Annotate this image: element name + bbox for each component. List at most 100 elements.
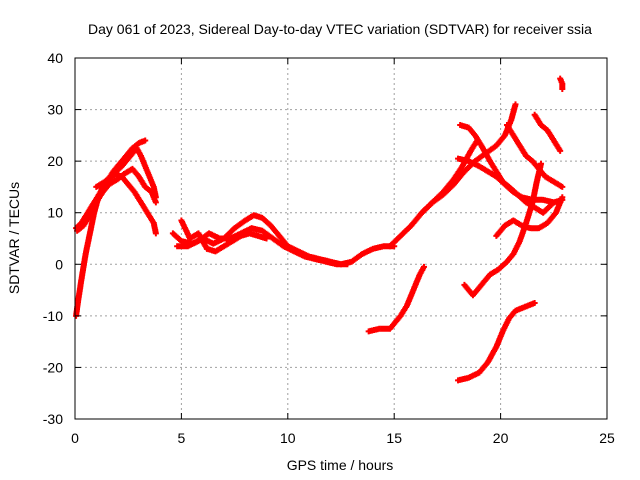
data-point-trail xyxy=(126,182,137,194)
x-axis-label: GPS time / hours xyxy=(287,457,394,473)
data-point xyxy=(152,199,159,206)
data-point-trail xyxy=(441,182,456,197)
series-arc-15 xyxy=(461,160,545,299)
y-tick-label: 30 xyxy=(47,102,63,118)
series-arc-4 xyxy=(74,165,159,234)
data-point-trail xyxy=(388,234,403,249)
data-point-trail xyxy=(524,154,535,164)
y-tick-label: -20 xyxy=(43,359,63,375)
x-tick-label: 10 xyxy=(280,430,296,446)
series-arc-16 xyxy=(493,194,566,239)
data-point-trail xyxy=(124,146,135,158)
data-point-trail xyxy=(545,211,558,225)
data-point-trail xyxy=(119,154,133,168)
data-point xyxy=(557,147,564,154)
data-point-trail xyxy=(479,272,492,287)
series-arc-7 xyxy=(178,217,270,255)
data-point-trail xyxy=(78,252,89,282)
data-point-trail xyxy=(514,305,524,314)
x-tick-label: 0 xyxy=(71,430,79,446)
data-point-trail xyxy=(505,252,516,264)
data-points xyxy=(73,75,566,384)
grid xyxy=(75,58,607,419)
data-point xyxy=(538,160,545,167)
data-point-trail xyxy=(268,223,282,238)
y-tick-label: 10 xyxy=(47,205,63,221)
data-point xyxy=(512,101,519,108)
series-arc-8 xyxy=(365,263,427,335)
data-point xyxy=(559,85,566,92)
data-point-trail xyxy=(451,169,467,187)
data-point-trail xyxy=(171,231,184,243)
series-arc-14 xyxy=(531,111,564,154)
data-point-trail xyxy=(130,167,141,179)
data-point-trail xyxy=(523,201,535,225)
data-point xyxy=(263,235,270,242)
data-point-trail xyxy=(137,138,147,146)
data-point-trail xyxy=(111,164,124,176)
data-point xyxy=(531,299,538,306)
y-tick-label: 20 xyxy=(47,153,63,169)
data-point-trail xyxy=(471,283,484,297)
x-tick-label: 15 xyxy=(386,430,402,446)
data-point xyxy=(152,230,159,237)
data-point xyxy=(420,263,427,270)
data-point xyxy=(559,183,566,190)
y-tick-label: 0 xyxy=(55,256,63,272)
series-arc-9 xyxy=(386,137,481,250)
y-tick-label: -10 xyxy=(43,308,63,324)
axis-ticks: 0 5 10 15 20 25 -30 -20 -10 0 10 20 30 40 xyxy=(43,50,615,446)
data-point-trail xyxy=(117,154,128,166)
data-point-trail xyxy=(494,174,507,187)
data-point-trail xyxy=(83,231,93,256)
series-arc-3 xyxy=(93,145,159,201)
data-point-trail xyxy=(503,182,516,194)
x-tick-label: 20 xyxy=(493,430,509,446)
data-point-trail xyxy=(179,219,193,240)
data-point-trail xyxy=(520,303,530,311)
y-tick-label: 40 xyxy=(47,50,63,66)
data-point-trail xyxy=(388,314,403,331)
data-point-trail xyxy=(494,133,507,148)
data-point-trail xyxy=(115,172,126,182)
data-point-trail xyxy=(557,77,565,86)
data-point-trail xyxy=(100,182,111,194)
data-point-trail xyxy=(420,200,435,215)
data-point-trail xyxy=(559,82,566,91)
series-arc-17 xyxy=(455,299,538,384)
data-point-trail xyxy=(496,259,509,272)
data-point-trail xyxy=(507,309,518,321)
data-point-trail xyxy=(466,125,477,138)
data-point-trail xyxy=(103,172,116,184)
plot-frame xyxy=(74,57,608,420)
series-arc-1 xyxy=(73,171,159,319)
data-point xyxy=(559,194,566,201)
data-point-trail xyxy=(260,216,273,228)
data-point-trail xyxy=(87,211,97,235)
data-point-trail xyxy=(534,162,544,184)
x-tick-label: 5 xyxy=(178,430,186,446)
data-point-trail xyxy=(196,231,210,251)
data-point-trail xyxy=(477,360,490,375)
data-point-trail xyxy=(398,223,413,238)
data-point xyxy=(344,261,351,268)
series-arc-18 xyxy=(557,75,566,92)
data-point-trail xyxy=(494,223,507,238)
chart-title: Day 061 of 2023, Sidereal Day-to-day VTE… xyxy=(88,21,592,37)
data-point-trail xyxy=(529,180,540,204)
y-tick-label: -30 xyxy=(43,411,63,427)
series-arc-6 xyxy=(174,225,351,268)
data-point-trail xyxy=(479,144,493,163)
y-axis-label: SDTVAR / TECUs xyxy=(6,182,22,294)
x-tick-label: 25 xyxy=(599,430,615,446)
data-point xyxy=(142,137,149,144)
data-point-trail xyxy=(75,278,85,302)
data-point-trail xyxy=(526,300,537,308)
data-point-trail xyxy=(73,299,81,318)
data-point-trail xyxy=(485,345,499,364)
data-point-trail xyxy=(508,103,519,122)
series-arc-13 xyxy=(503,122,566,190)
data-point-trail xyxy=(409,211,424,228)
data-point-trail xyxy=(130,141,141,151)
